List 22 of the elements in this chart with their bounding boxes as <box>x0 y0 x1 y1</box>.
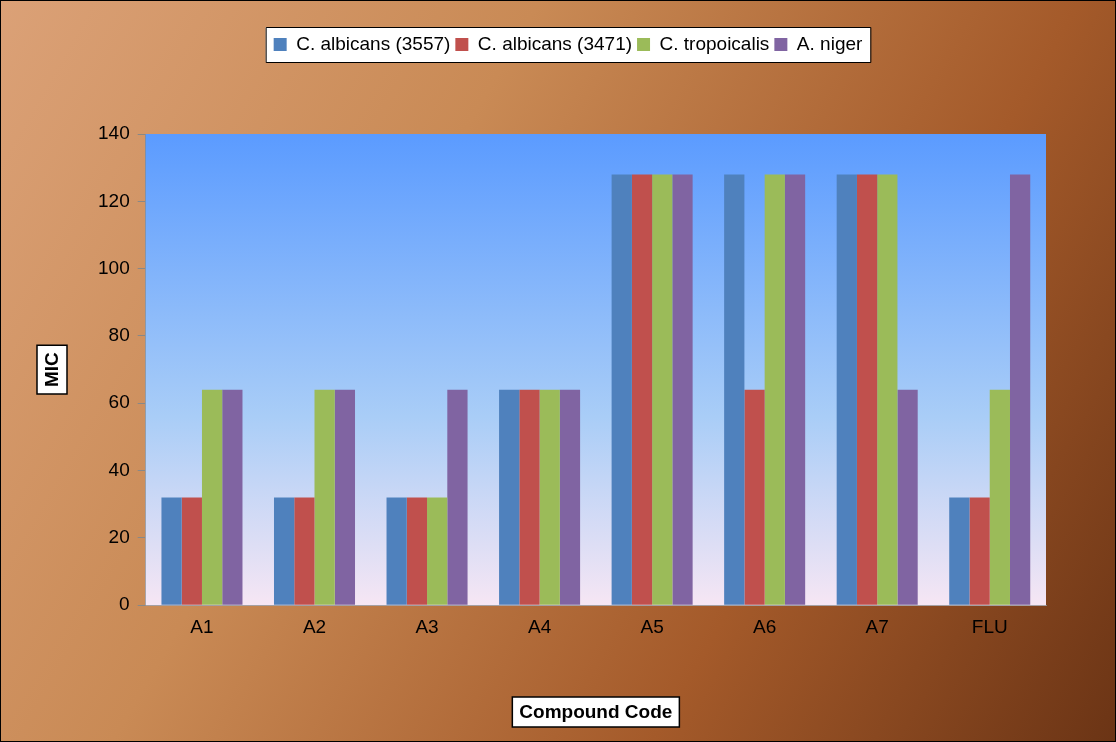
x-tick-label: A4 <box>527 615 552 637</box>
x-tick-label: FLU <box>971 615 1008 637</box>
y-tick-label: 120 <box>98 189 130 211</box>
y-tick-label: 0 <box>119 593 130 615</box>
y-axis-title: MIC <box>41 351 63 388</box>
x-tick-label: A1 <box>190 615 214 637</box>
y-tick-label: 80 <box>108 324 130 346</box>
x-axis-title: Compound Code <box>519 701 673 723</box>
legend-label: C. albicans (3471) <box>477 32 633 54</box>
y-tick-label: 40 <box>108 458 130 480</box>
legend-label: C. albicans (3557) <box>296 32 451 54</box>
x-tick-label: A6 <box>753 615 777 637</box>
x-tick-label: A3 <box>415 615 439 637</box>
legend-label: A. niger <box>796 32 864 54</box>
x-tick-label: A7 <box>865 615 889 637</box>
y-tick-label: 140 <box>98 122 130 144</box>
x-tick-label: A5 <box>640 615 664 637</box>
legend-label: C. tropoicalis <box>659 32 770 54</box>
y-tick-label: 60 <box>108 391 130 413</box>
y-tick-label: 20 <box>108 526 130 548</box>
y-tick-label: 100 <box>98 256 130 278</box>
x-tick-label: A2 <box>302 615 327 637</box>
